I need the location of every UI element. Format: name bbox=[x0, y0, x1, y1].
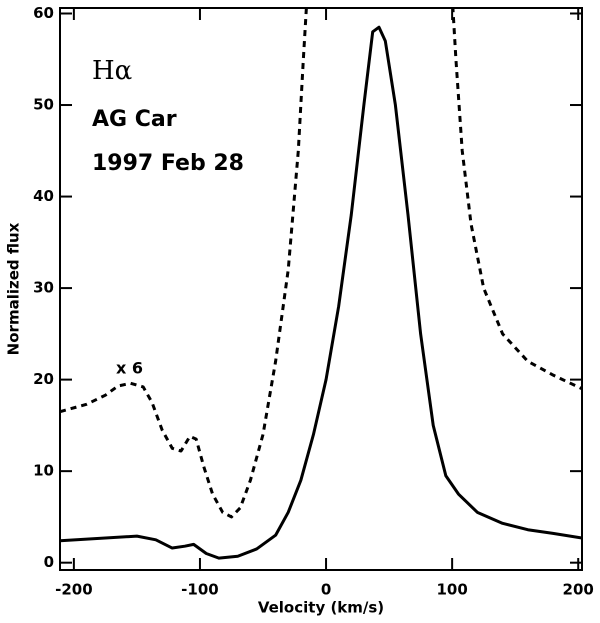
plot-frame bbox=[59, 7, 583, 571]
y-axis-label: Normalized flux bbox=[5, 222, 23, 355]
y-tick-label: 20 bbox=[33, 370, 54, 388]
y-tick-label: 50 bbox=[33, 96, 54, 114]
annotation: AG Car bbox=[92, 107, 177, 132]
y-tick-label: 60 bbox=[33, 4, 54, 22]
x-tick-label: 200 bbox=[563, 581, 594, 599]
annotation: Hα bbox=[92, 56, 132, 86]
x-tick-label: -100 bbox=[181, 581, 219, 599]
y-tick-label: 10 bbox=[33, 462, 54, 480]
line-series bbox=[60, 25, 582, 560]
y-tick-label: 40 bbox=[33, 187, 54, 205]
y-tick-label: 30 bbox=[33, 279, 54, 297]
plot-area bbox=[60, 8, 582, 560]
x-tick-label: -200 bbox=[55, 581, 93, 599]
annotation: x 6 bbox=[116, 359, 143, 378]
y-tick-label: 0 bbox=[44, 553, 54, 571]
line-series bbox=[60, 8, 582, 519]
x-tick-label: 100 bbox=[436, 581, 467, 599]
x-axis-label: Velocity (km/s) bbox=[258, 599, 384, 617]
annotation: 1997 Feb 28 bbox=[92, 151, 244, 176]
x-tick-label: 0 bbox=[321, 581, 331, 599]
